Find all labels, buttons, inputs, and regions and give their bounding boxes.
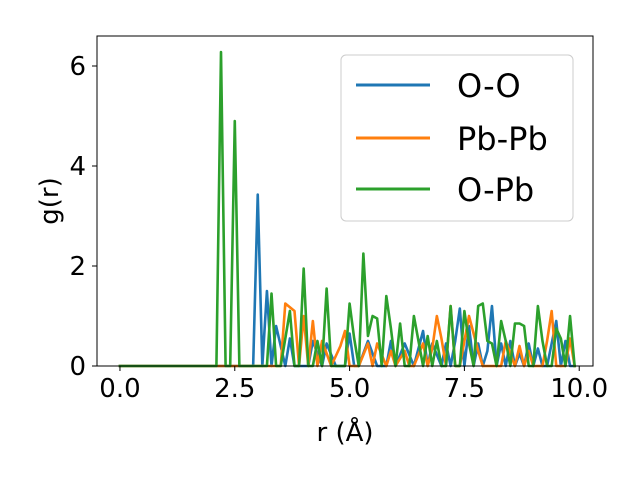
ticks-layer: 0.0 2.5 5.0 7.5 10.0 0 2 4 6 (69, 52, 608, 404)
legend: O-O Pb-Pb O-Pb (340, 54, 574, 222)
y-tick-label: 6 (69, 52, 86, 82)
x-tick-label: 0.0 (99, 374, 140, 404)
axes-frame (96, 35, 594, 367)
x-tick-label: 10.0 (550, 374, 608, 404)
legend-label-o-o: O-O (457, 67, 521, 105)
y-axis-label: g(r) (35, 177, 65, 224)
x-axis-label: r (Å) (316, 416, 373, 448)
legend-label-o-pb: O-Pb (457, 171, 534, 209)
series-line-o-pb (118, 50, 577, 368)
legend-entries: O-O Pb-Pb O-Pb (356, 67, 548, 209)
y-tick-label: 2 (69, 252, 86, 282)
x-tick-label: 2.5 (214, 374, 255, 404)
series-line-pb-pb (118, 302, 577, 368)
legend-frame (340, 54, 574, 222)
y-tick-label: 4 (69, 152, 86, 182)
x-tick-label: 5.0 (329, 374, 370, 404)
x-tick-label: 7.5 (444, 374, 485, 404)
legend-label-pb-pb: Pb-Pb (457, 120, 548, 158)
y-tick-label: 0 (69, 352, 86, 382)
